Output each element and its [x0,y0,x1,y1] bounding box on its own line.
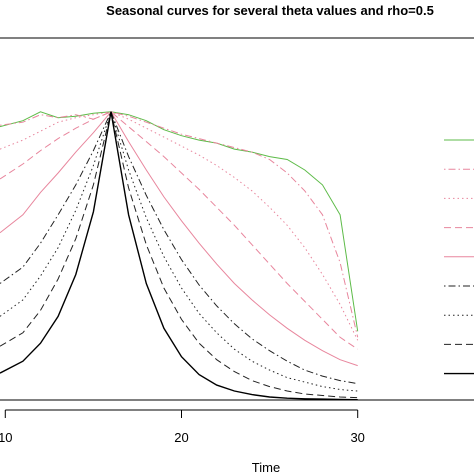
x-tick-label-30: 30 [350,430,364,445]
legend [444,139,474,375]
series-line-2 [0,111,359,338]
chart-title: Seasonal curves for several theta values… [106,3,434,18]
x-tick-label-10: 10 [0,430,13,445]
series-line-6 [0,110,358,385]
series-line-4 [0,111,358,350]
plot-frame [0,37,474,401]
x-axis: 10 20 30 [0,409,365,445]
series-line-3 [0,111,359,341]
series-line-8 [0,111,358,399]
x-axis-label: Time [252,460,280,474]
series-line-7 [0,110,358,392]
series-line-9 [0,111,358,401]
series-layer [0,110,359,401]
x-tick-label-20: 20 [174,430,188,445]
series-line-5 [0,110,358,367]
